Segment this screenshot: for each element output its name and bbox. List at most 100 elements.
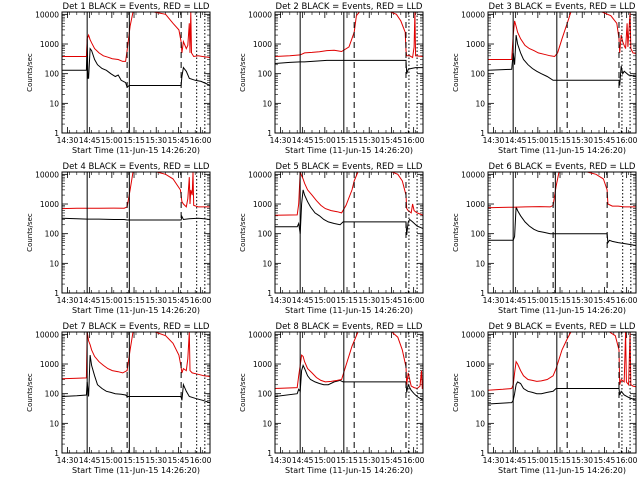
y-tick-label: 10 bbox=[475, 419, 485, 428]
x-tick-label: 15:00 bbox=[527, 296, 549, 305]
panel-det-5: Det 5 BLACK = Events, RED = LLD Counts/se… bbox=[239, 162, 425, 315]
y-tick-label: 1 bbox=[267, 129, 272, 138]
y-tick-label: 1000 bbox=[40, 360, 59, 369]
y-tick-label: 1000 bbox=[253, 40, 272, 49]
x-tick-label: 15:15 bbox=[336, 456, 358, 465]
x-tick-label: 14:30 bbox=[57, 296, 79, 305]
series-lld-line bbox=[275, 12, 423, 59]
y-tick-label: 100 bbox=[471, 70, 486, 79]
panel-title: Det 6 BLACK = Events, RED = LLD bbox=[489, 162, 636, 172]
plot-frame bbox=[61, 11, 211, 134]
series-lld-line bbox=[488, 12, 636, 60]
series-events-line bbox=[275, 363, 423, 401]
x-tick-label: 16:00 bbox=[616, 456, 638, 465]
y-axis-label: Counts/sec bbox=[239, 373, 247, 412]
y-tick-label: 1000 bbox=[253, 200, 272, 209]
y-tick-label: 10 bbox=[49, 99, 59, 108]
y-tick-label: 10 bbox=[262, 419, 272, 428]
x-tick-label: 14:45 bbox=[505, 296, 527, 305]
plot-frame bbox=[487, 331, 637, 454]
series-lld-line bbox=[62, 12, 210, 62]
x-axis-label: Start Time (11-Jun-15 14:26:20) bbox=[285, 466, 413, 475]
y-tick-label: 1 bbox=[54, 289, 59, 298]
x-tick-label: 15:30 bbox=[358, 456, 380, 465]
panel-det-1: Det 1 BLACK = Events, RED = LLD Counts/se… bbox=[26, 2, 212, 155]
x-tick-label: 15:30 bbox=[571, 456, 593, 465]
series-lld-line bbox=[488, 332, 636, 391]
x-tick-label: 14:45 bbox=[79, 296, 101, 305]
x-tick-label: 14:30 bbox=[483, 456, 505, 465]
x-tick-label: 15:45 bbox=[594, 456, 616, 465]
x-axis-label: Start Time (11-Jun-15 14:26:20) bbox=[498, 306, 626, 315]
x-tick-label: 14:30 bbox=[57, 456, 79, 465]
y-axis-label: Counts/sec bbox=[452, 213, 460, 252]
y-axis-label: Counts/sec bbox=[452, 373, 460, 412]
x-tick-label: 15:00 bbox=[101, 296, 123, 305]
y-axis-label: Counts/sec bbox=[26, 53, 34, 92]
y-tick-label: 10000 bbox=[35, 10, 59, 19]
x-tick-label: 14:30 bbox=[57, 136, 79, 145]
y-axis-label: Counts/sec bbox=[239, 53, 247, 92]
panel-det-4: Det 4 BLACK = Events, RED = LLD Counts/se… bbox=[26, 162, 212, 315]
series-events-line bbox=[488, 206, 636, 246]
x-tick-label: 16:00 bbox=[403, 136, 425, 145]
series-lld-line bbox=[488, 172, 636, 209]
x-tick-label: 15:45 bbox=[594, 136, 616, 145]
series-lld-line bbox=[275, 172, 423, 216]
x-tick-label: 14:30 bbox=[270, 456, 292, 465]
panel-title: Det 2 BLACK = Events, RED = LLD bbox=[276, 2, 423, 12]
y-axis-label: Counts/sec bbox=[26, 373, 34, 412]
y-tick-label: 1000 bbox=[40, 40, 59, 49]
x-tick-label: 16:00 bbox=[616, 136, 638, 145]
plot-frame bbox=[274, 11, 424, 134]
x-tick-label: 15:30 bbox=[145, 136, 167, 145]
plot-frame bbox=[274, 171, 424, 294]
series-lld-line bbox=[62, 172, 210, 210]
panel-title: Det 7 BLACK = Events, RED = LLD bbox=[63, 322, 210, 332]
x-tick-label: 14:45 bbox=[505, 456, 527, 465]
y-tick-label: 1000 bbox=[253, 360, 272, 369]
y-tick-label: 100 bbox=[471, 230, 486, 239]
x-tick-label: 15:00 bbox=[101, 456, 123, 465]
x-tick-label: 14:45 bbox=[79, 456, 101, 465]
y-axis-label: Counts/sec bbox=[239, 213, 247, 252]
panel-title: Det 1 BLACK = Events, RED = LLD bbox=[63, 2, 210, 12]
panel-det-3: Det 3 BLACK = Events, RED = LLD Counts/se… bbox=[452, 2, 638, 155]
series-events-line bbox=[62, 215, 210, 221]
y-axis-label: Counts/sec bbox=[26, 213, 34, 252]
plot-frame bbox=[61, 331, 211, 454]
x-tick-label: 16:00 bbox=[403, 296, 425, 305]
x-axis-label: Start Time (11-Jun-15 14:26:20) bbox=[72, 306, 200, 315]
y-tick-label: 1 bbox=[267, 289, 272, 298]
x-tick-label: 15:45 bbox=[168, 296, 190, 305]
x-tick-label: 14:30 bbox=[483, 296, 505, 305]
y-tick-label: 100 bbox=[258, 230, 273, 239]
x-tick-label: 16:00 bbox=[190, 456, 212, 465]
panel-title: Det 3 BLACK = Events, RED = LLD bbox=[489, 2, 636, 12]
x-tick-label: 15:00 bbox=[101, 136, 123, 145]
x-tick-label: 14:30 bbox=[270, 136, 292, 145]
x-tick-label: 14:30 bbox=[270, 296, 292, 305]
x-tick-label: 14:45 bbox=[505, 136, 527, 145]
y-tick-label: 1000 bbox=[466, 200, 485, 209]
y-tick-label: 100 bbox=[45, 230, 60, 239]
panel-det-8: Det 8 BLACK = Events, RED = LLD Counts/se… bbox=[239, 322, 425, 475]
y-tick-label: 1 bbox=[54, 129, 59, 138]
x-tick-label: 15:15 bbox=[336, 136, 358, 145]
x-tick-label: 15:00 bbox=[314, 296, 336, 305]
x-tick-label: 14:45 bbox=[292, 136, 314, 145]
y-tick-label: 100 bbox=[258, 390, 273, 399]
x-tick-label: 15:15 bbox=[549, 136, 571, 145]
y-tick-label: 10000 bbox=[248, 10, 272, 19]
x-tick-label: 15:30 bbox=[145, 296, 167, 305]
series-lld-line bbox=[275, 332, 423, 390]
y-tick-label: 10 bbox=[49, 419, 59, 428]
x-tick-label: 14:45 bbox=[292, 296, 314, 305]
x-axis-label: Start Time (11-Jun-15 14:26:20) bbox=[498, 146, 626, 155]
x-tick-label: 15:15 bbox=[123, 456, 145, 465]
panel-title: Det 9 BLACK = Events, RED = LLD bbox=[489, 322, 636, 332]
panel-det-2: Det 2 BLACK = Events, RED = LLD Counts/se… bbox=[239, 2, 425, 155]
plot-frame bbox=[274, 331, 424, 454]
x-tick-label: 14:45 bbox=[292, 456, 314, 465]
